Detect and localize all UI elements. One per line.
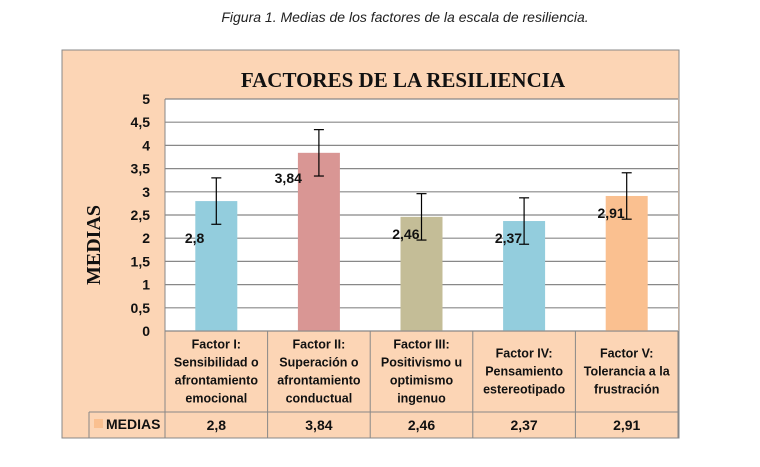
x-category-label: Factor IV:: [496, 347, 553, 361]
y-tick-label: 3,5: [131, 161, 151, 177]
x-category-label: Positivismo u: [381, 356, 462, 370]
x-category-label: Superación o: [279, 356, 359, 370]
x-category-label: afrontamiento: [277, 374, 361, 388]
x-category-label: conductual: [286, 392, 353, 406]
x-category-label: Factor I:: [192, 338, 241, 352]
x-category-label: Factor III:: [393, 338, 449, 352]
y-tick-label: 1,5: [131, 253, 151, 269]
y-tick-label: 2,5: [131, 207, 151, 223]
y-axis-label: MEDIAS: [83, 205, 105, 285]
data-label: 3,84: [275, 170, 302, 186]
y-tick-label: 5: [142, 91, 150, 107]
y-tick-label: 4,5: [131, 114, 151, 130]
bar: [297, 152, 340, 331]
x-category-label: emocional: [185, 392, 247, 406]
data-label: 2,46: [392, 226, 419, 242]
x-category-label: afrontamiento: [175, 374, 259, 388]
chart-title: FACTORES DE LA RESILIENCIA: [241, 68, 566, 92]
x-category-label: Pensamiento: [485, 365, 563, 379]
x-category-label: estereotipado: [483, 383, 565, 397]
table-value: 2,37: [510, 417, 537, 433]
data-label: 2,37: [495, 230, 522, 246]
legend-label: MEDIAS: [106, 416, 160, 432]
x-category-label: Tolerancia a la: [584, 365, 671, 379]
legend-key: [94, 419, 103, 428]
data-label: 2,8: [185, 230, 205, 246]
y-tick-label: 4: [142, 137, 150, 153]
table-value: 2,8: [207, 417, 227, 433]
table-value: 2,46: [408, 417, 435, 433]
y-tick-label: 1: [142, 277, 150, 293]
y-tick-label: 0: [142, 323, 150, 339]
x-category-label: ingenuo: [397, 392, 446, 406]
x-category-label: frustración: [594, 383, 659, 397]
table-value: 3,84: [305, 417, 332, 433]
figure-caption: Figura 1. Medias de los factores de la e…: [221, 9, 588, 25]
x-category-label: optimismo: [390, 374, 454, 388]
y-tick-label: 0,5: [131, 300, 151, 316]
y-tick-label: 2: [142, 230, 150, 246]
x-category-label: Factor V:: [600, 347, 654, 361]
x-category-label: Factor II:: [293, 338, 346, 352]
x-category-label: Sensibilidad o: [174, 356, 259, 370]
y-tick-label: 3: [142, 184, 150, 200]
data-label: 2,91: [597, 205, 624, 221]
table-value: 2,91: [613, 417, 640, 433]
